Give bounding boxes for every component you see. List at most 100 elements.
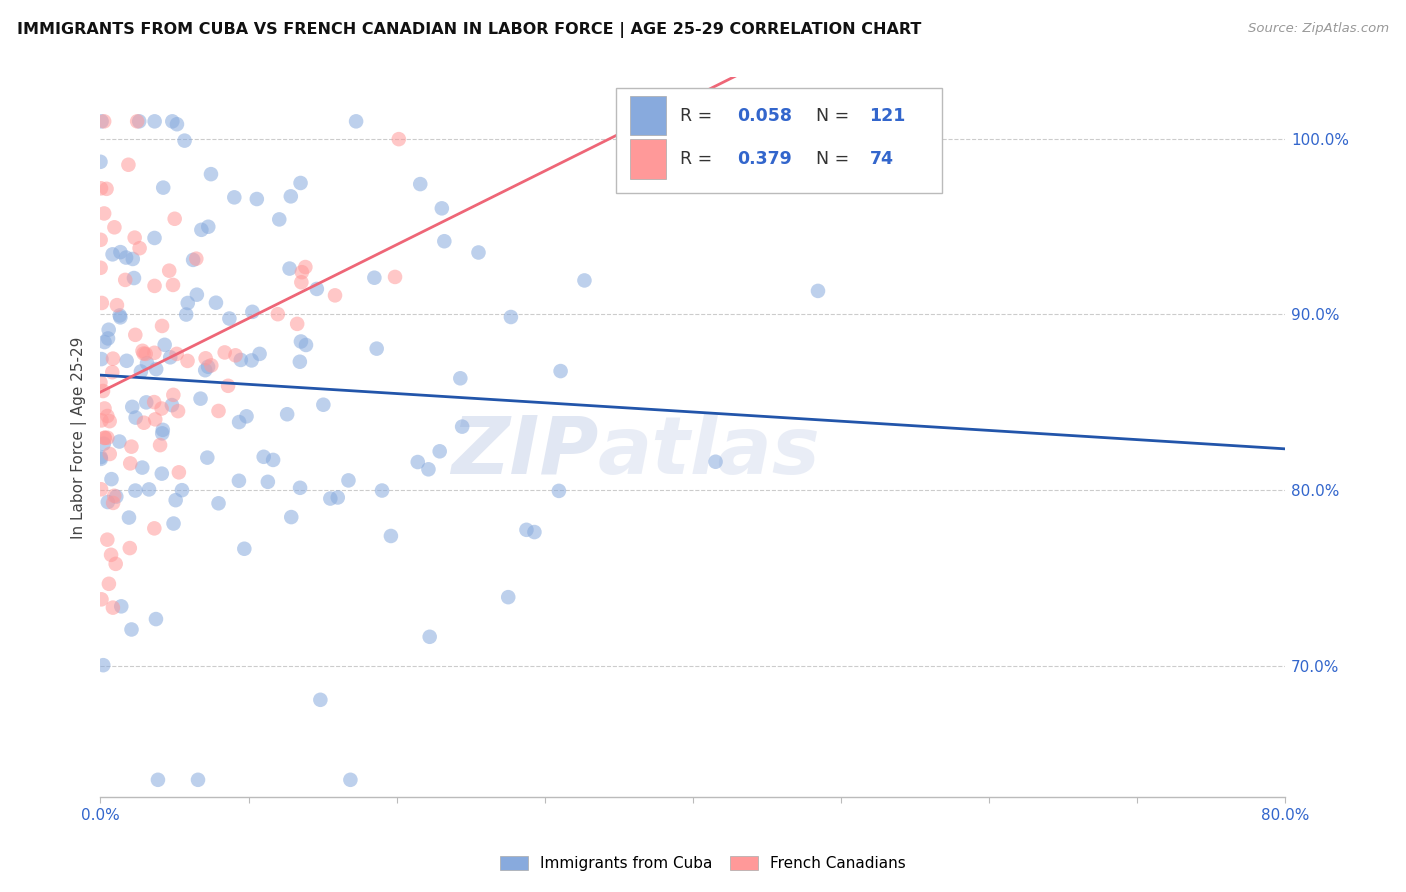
Point xyxy=(118,541,141,555)
Point xyxy=(91,658,114,673)
Point xyxy=(90,233,112,247)
Point xyxy=(101,496,124,510)
Point xyxy=(207,496,229,510)
Point xyxy=(384,269,406,284)
Point xyxy=(104,557,127,571)
Point xyxy=(278,261,301,276)
Point xyxy=(499,310,522,324)
Point xyxy=(228,415,250,429)
Point xyxy=(574,273,596,287)
Point xyxy=(305,282,328,296)
Point xyxy=(433,234,456,248)
Point xyxy=(496,590,519,604)
Point xyxy=(98,414,121,428)
Point xyxy=(97,576,120,591)
Point xyxy=(229,353,252,368)
Point xyxy=(103,220,125,235)
Point xyxy=(290,275,312,289)
Point xyxy=(163,211,186,226)
Point xyxy=(177,296,200,310)
Point xyxy=(105,298,128,312)
Point xyxy=(108,309,131,323)
Point xyxy=(257,475,280,489)
Point xyxy=(93,334,115,349)
Point xyxy=(143,231,166,245)
Point xyxy=(162,277,184,292)
Point xyxy=(121,252,143,266)
Point xyxy=(409,177,432,191)
Text: 0.379: 0.379 xyxy=(737,150,792,168)
Point xyxy=(451,419,474,434)
Text: R =: R = xyxy=(681,107,717,125)
Point xyxy=(309,693,332,707)
Point xyxy=(150,467,173,481)
Point xyxy=(550,364,572,378)
Point xyxy=(150,426,173,441)
Point xyxy=(94,431,117,445)
Point xyxy=(269,212,291,227)
Point xyxy=(249,347,271,361)
Point xyxy=(344,114,367,128)
Point xyxy=(214,345,236,359)
Point xyxy=(90,450,112,465)
Point xyxy=(167,466,190,480)
Point xyxy=(124,230,146,244)
Point xyxy=(93,114,115,128)
Text: 0.058: 0.058 xyxy=(737,107,792,125)
Point xyxy=(197,219,219,234)
Point xyxy=(176,354,198,368)
Point xyxy=(190,392,212,406)
Point xyxy=(105,490,128,504)
Point xyxy=(294,260,316,274)
Point xyxy=(339,772,361,787)
Point xyxy=(167,404,190,418)
Point xyxy=(363,270,385,285)
Y-axis label: In Labor Force | Age 25-29: In Labor Force | Age 25-29 xyxy=(72,336,87,539)
Point xyxy=(100,548,122,562)
Point xyxy=(181,252,204,267)
Point xyxy=(120,456,142,470)
Point xyxy=(280,510,302,524)
Point xyxy=(326,491,349,505)
Point xyxy=(319,491,342,506)
Point xyxy=(143,346,166,360)
Point xyxy=(138,483,160,497)
Point xyxy=(162,114,184,128)
Point xyxy=(146,772,169,787)
Point xyxy=(267,307,290,321)
Point xyxy=(115,251,138,265)
Point xyxy=(288,355,311,369)
Point xyxy=(124,483,146,498)
Point xyxy=(103,489,125,503)
Point xyxy=(312,398,335,412)
Text: 121: 121 xyxy=(869,107,905,125)
Text: atlas: atlas xyxy=(598,413,821,491)
Point xyxy=(96,182,118,196)
Point xyxy=(101,351,124,366)
Point xyxy=(246,192,269,206)
Point xyxy=(205,295,228,310)
Point xyxy=(117,158,139,172)
Point xyxy=(124,327,146,342)
Point xyxy=(233,541,256,556)
Point xyxy=(93,436,115,450)
Point xyxy=(97,495,120,509)
Point xyxy=(187,772,209,787)
Point xyxy=(93,431,115,445)
Point xyxy=(190,223,212,237)
Text: N =: N = xyxy=(815,107,855,125)
Point xyxy=(127,114,149,128)
Point xyxy=(200,167,222,181)
Point xyxy=(121,400,143,414)
Point xyxy=(143,279,166,293)
Point xyxy=(290,176,312,190)
Point xyxy=(145,612,167,626)
Point xyxy=(110,310,132,325)
Point xyxy=(143,412,166,426)
Point xyxy=(207,404,229,418)
Point xyxy=(291,265,314,279)
Point xyxy=(406,455,429,469)
Legend: Immigrants from Cuba, French Canadians: Immigrants from Cuba, French Canadians xyxy=(494,850,912,877)
Point xyxy=(548,483,571,498)
Point xyxy=(419,630,441,644)
